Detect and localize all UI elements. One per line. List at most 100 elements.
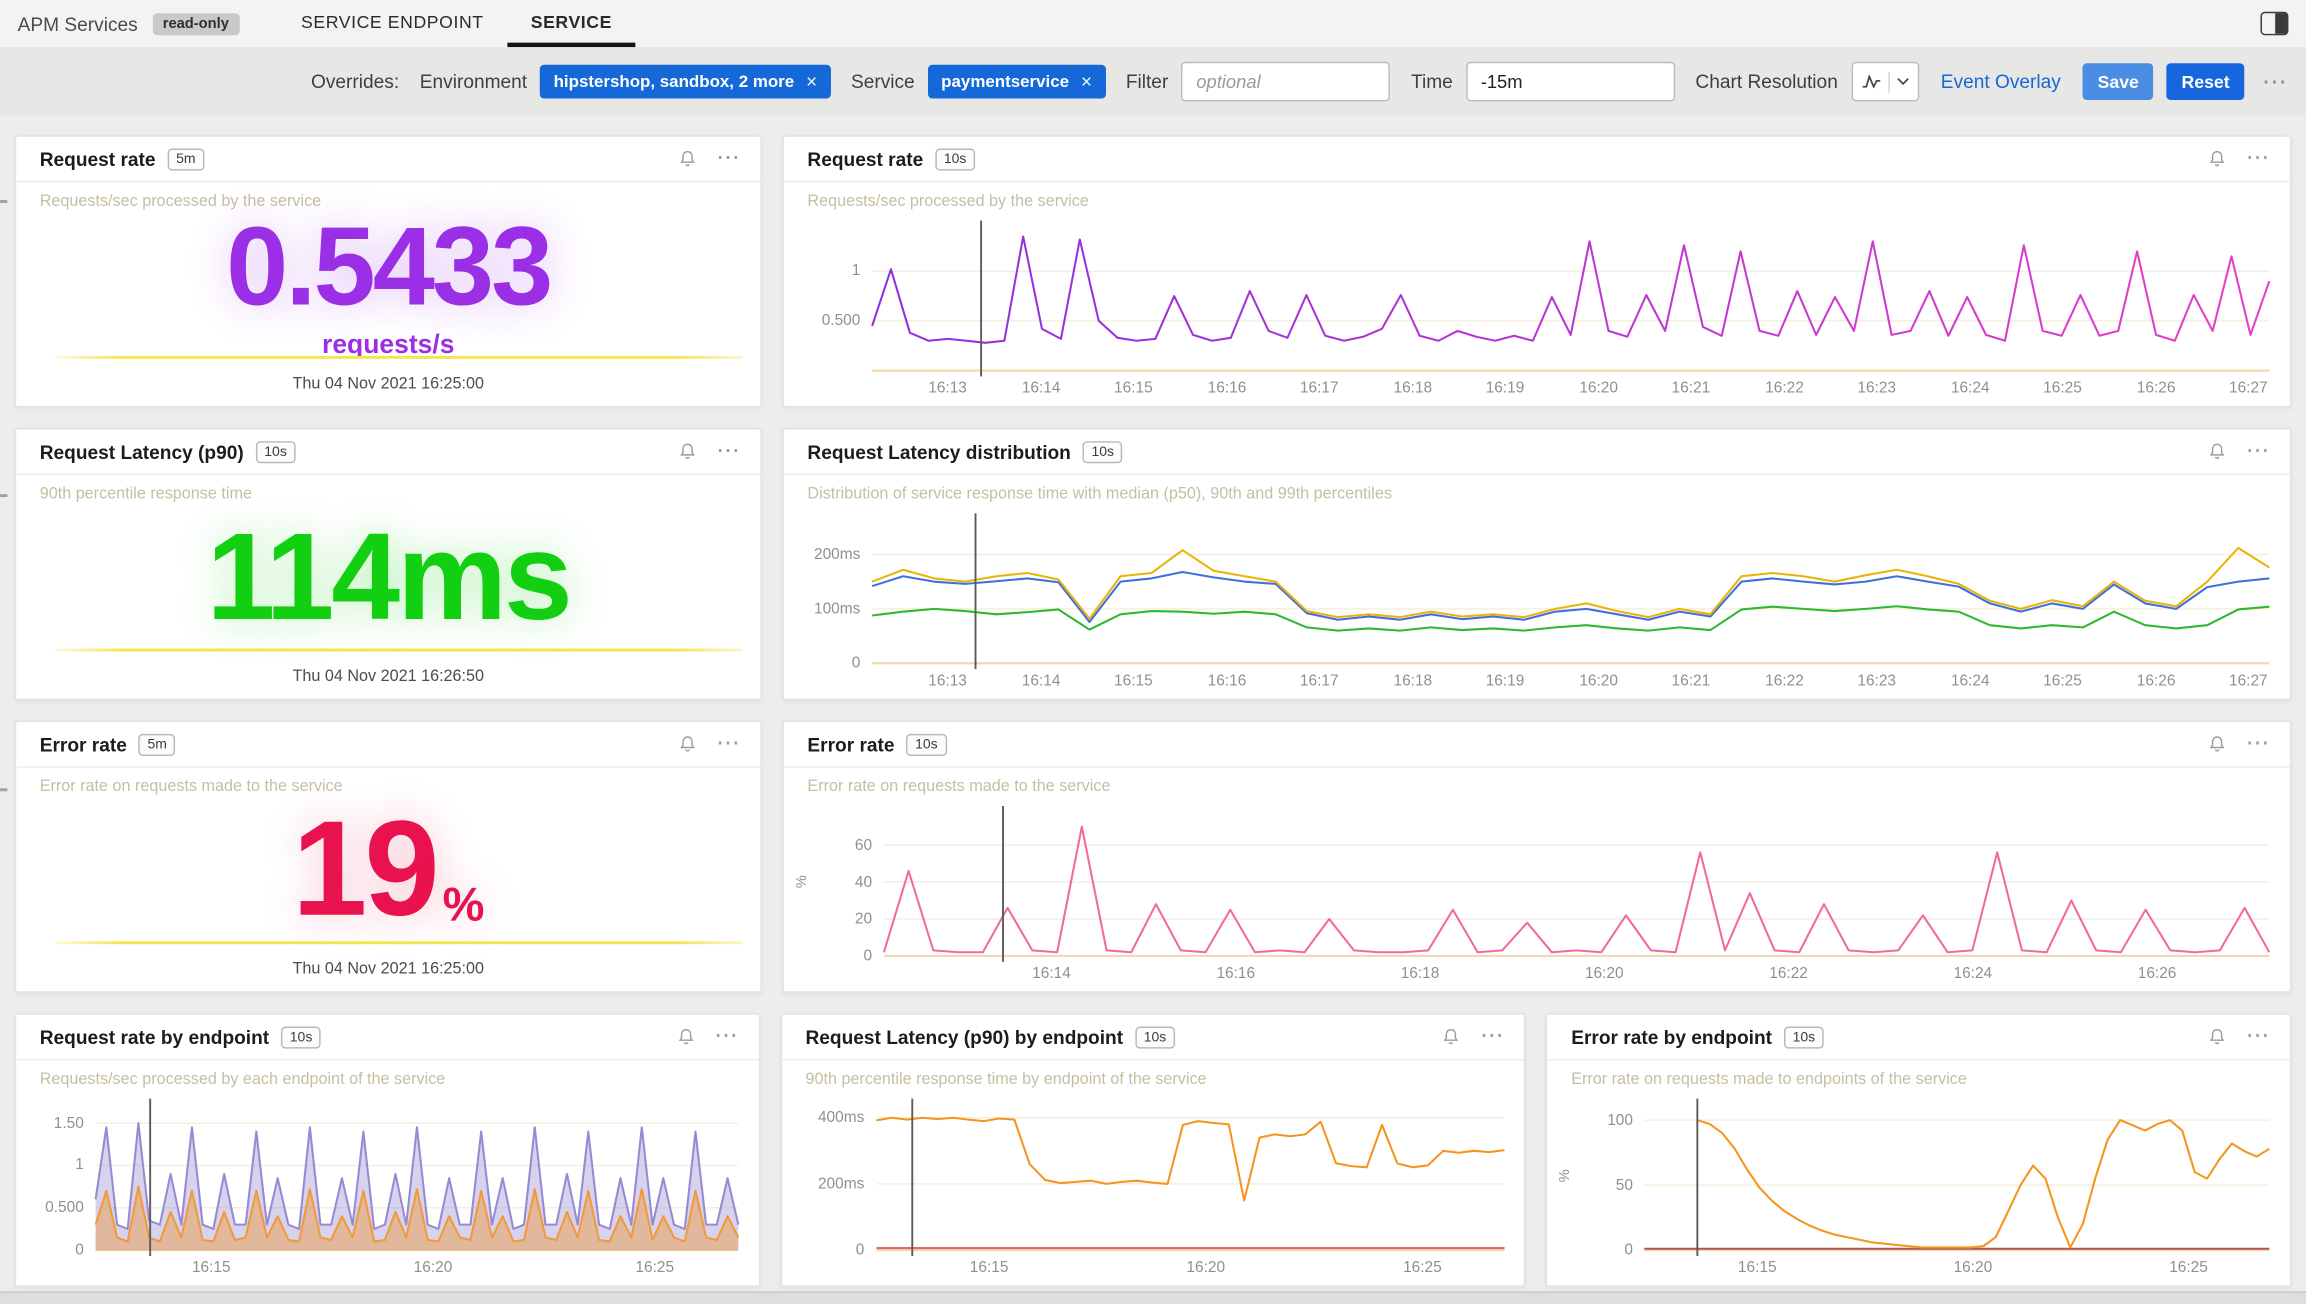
alert-bell-icon[interactable]: [678, 734, 697, 755]
card-subtitle: Error rate on requests made to endpoints…: [1571, 1070, 1967, 1089]
alert-bell-icon[interactable]: [2208, 734, 2227, 755]
latency-distribution-chart-plot[interactable]: 200ms 100ms 0 16:13 16:14 16:15 16:16 16:17 16:1…: [790, 507, 2281, 698]
card-menu-icon[interactable]: ⋯: [716, 730, 742, 756]
x-tick-label: 16:23: [1857, 672, 1897, 690]
dashboard-row: Request rate by endpoint 10s ⋯ Requests/…: [14, 1013, 2292, 1287]
card-menu-icon[interactable]: ⋯: [716, 145, 742, 171]
x-tick-label: 16:25: [635, 1258, 675, 1277]
grid-edge-mark: [0, 494, 8, 498]
x-tick-label: 16:15: [1114, 672, 1153, 690]
card-header: Request rate 5m ⋯: [16, 137, 761, 183]
x-tick-label: 16:18: [1393, 672, 1433, 690]
alert-bell-icon[interactable]: [1442, 1027, 1461, 1048]
x-tick-label: 16:20: [1953, 1258, 1993, 1277]
error-rate-chart-plot[interactable]: 60 40 20 0 16:14 16:16 16:18 16:20 16:22 16:24 16:…: [790, 800, 2281, 991]
x-tick-label: 16:26: [2136, 379, 2176, 398]
tab-service[interactable]: SERVICE: [507, 0, 636, 48]
latency_dist-svg: [871, 513, 2270, 670]
x-tick-label: 16:26: [2137, 964, 2177, 983]
card-title: Request rate by endpoint: [39, 1025, 270, 1048]
x-tick-label: 16:15: [969, 1258, 1009, 1277]
card-menu-icon[interactable]: ⋯: [2245, 438, 2271, 464]
filter-input[interactable]: [1181, 61, 1391, 102]
service-label: Service: [850, 70, 915, 93]
card-menu-icon[interactable]: ⋯: [714, 1023, 740, 1049]
y-tick-label: 200ms: [814, 545, 861, 564]
metric-value: 19%: [292, 802, 484, 937]
x-tick-label: 16:16: [1207, 379, 1247, 398]
y-axis-label: %: [1557, 1168, 1575, 1182]
service-filter-pill[interactable]: paymentservice ×: [927, 64, 1106, 99]
overrides-label: Overrides:: [310, 70, 400, 93]
x-tick-label: 16:27: [2229, 672, 2268, 690]
page-title: APM Services: [17, 12, 138, 35]
resolution-badge: 5m: [138, 733, 176, 756]
x-tick-label: 16:14: [1021, 379, 1061, 398]
y-tick-label: 50: [1615, 1176, 1633, 1194]
card-header: Error rate 5m ⋯: [16, 722, 761, 768]
request_rate_ts-svg: [871, 220, 2271, 377]
dashboard-row: Request rate 5m ⋯ Requests/sec processed…: [14, 135, 2292, 408]
x-tick-label: 16:24: [1950, 672, 1990, 690]
x-tick-label: 16:24: [1950, 379, 1990, 398]
single-value-body: 19%: [16, 797, 760, 991]
divider: [1887, 71, 1890, 92]
y-tick-label: 400ms: [817, 1108, 865, 1127]
toolbar-more-menu-icon[interactable]: ⋯: [2261, 67, 2287, 96]
overrides-toolbar: Overrides: Environment hipstershop, sand…: [0, 47, 2306, 117]
x-tick-label: 16:15: [1737, 1258, 1777, 1277]
chart-resolution-dropdown[interactable]: [1851, 61, 1919, 102]
card-menu-icon[interactable]: ⋯: [716, 438, 742, 464]
time-input[interactable]: [1465, 61, 1675, 102]
card-menu-icon[interactable]: ⋯: [1480, 1023, 1506, 1049]
x-tick-label: 16:24: [1953, 964, 1993, 983]
metric-unit: %: [442, 878, 485, 931]
x-tick-label: 16:21: [1671, 379, 1711, 398]
card-title: Error rate: [39, 733, 127, 756]
x-tick-label: 16:20: [1579, 379, 1618, 398]
x-tick-label: 16:14: [1021, 672, 1061, 690]
alert-bell-icon[interactable]: [2208, 1027, 2227, 1048]
chevron-down-icon: [1896, 78, 1909, 86]
card-menu-icon[interactable]: ⋯: [2245, 1023, 2271, 1049]
remove-service-filter-icon[interactable]: ×: [1080, 70, 1092, 93]
save-button[interactable]: Save: [2082, 63, 2154, 101]
remove-environment-filter-icon[interactable]: ×: [805, 70, 818, 93]
error_ts-svg: [882, 805, 2271, 962]
x-tick-label: 16:15: [191, 1258, 231, 1277]
dashboard-row: Request Latency (p90) 10s ⋯ 90th percent…: [14, 427, 2292, 701]
environment-label: Environment: [419, 70, 528, 93]
request-rate-by-endpoint-chart-plot[interactable]: 1.50 1 0.500 0 16:15 16:20 16:25: [22, 1093, 750, 1286]
reset-button[interactable]: Reset: [2166, 63, 2245, 101]
event-overlay-link[interactable]: Event Overlay: [1940, 70, 2061, 93]
x-tick-label: 16:21: [1671, 672, 1711, 690]
alert-bell-icon[interactable]: [2208, 441, 2227, 462]
side-panel-toggle-icon[interactable]: [2260, 11, 2289, 36]
alert-bell-icon[interactable]: [678, 149, 697, 170]
card-menu-icon[interactable]: ⋯: [2245, 145, 2271, 171]
x-tick-label: 16:17: [1299, 379, 1339, 398]
metric-timestamp: Thu 04 Nov 2021 16:26:50: [292, 667, 485, 686]
card-subtitle: Requests/sec processed by the service: [39, 192, 322, 211]
y-tick-label: 20: [854, 910, 873, 928]
tab-service-endpoint[interactable]: SERVICE ENDPOINT: [300, 11, 484, 32]
latency-by-endpoint-chart-plot[interactable]: 400ms 200ms 0 16:15 16:20 16:25: [788, 1093, 1516, 1286]
environment-filter-pill[interactable]: hipstershop, sandbox, 2 more ×: [540, 64, 831, 99]
error-rate-by-endpoint-chart-plot[interactable]: 100 50 0 16:15 16:20 16:25%: [1554, 1093, 2282, 1286]
card-menu-icon[interactable]: ⋯: [2245, 730, 2271, 756]
x-tick-label: 16:16: [1207, 672, 1247, 690]
alert-bell-icon[interactable]: [2208, 149, 2227, 170]
card-header: Error rate by endpoint 10s ⋯: [1547, 1015, 2290, 1061]
x-tick-label: 16:22: [1765, 379, 1804, 398]
x-tick-label: 16:25: [1403, 1258, 1442, 1277]
resolution-badge: 10s: [280, 1025, 322, 1048]
rr_endpoint-svg: [94, 1098, 740, 1256]
request-rate-chart-plot[interactable]: 1 0.500 16:13 16:14 16:15 16:16 16:17 16:18 16:1…: [790, 215, 2281, 406]
alert-bell-icon[interactable]: [678, 441, 697, 462]
y-tick-label: 200ms: [817, 1175, 865, 1193]
alert-bell-icon[interactable]: [676, 1027, 695, 1048]
x-tick-label: 16:20: [1579, 672, 1618, 690]
x-tick-label: 16:18: [1393, 379, 1433, 398]
error_endpoint-svg: [1644, 1098, 2271, 1256]
card-latency-by-endpoint: Request Latency (p90) by endpoint 10s ⋯ …: [780, 1013, 1526, 1287]
